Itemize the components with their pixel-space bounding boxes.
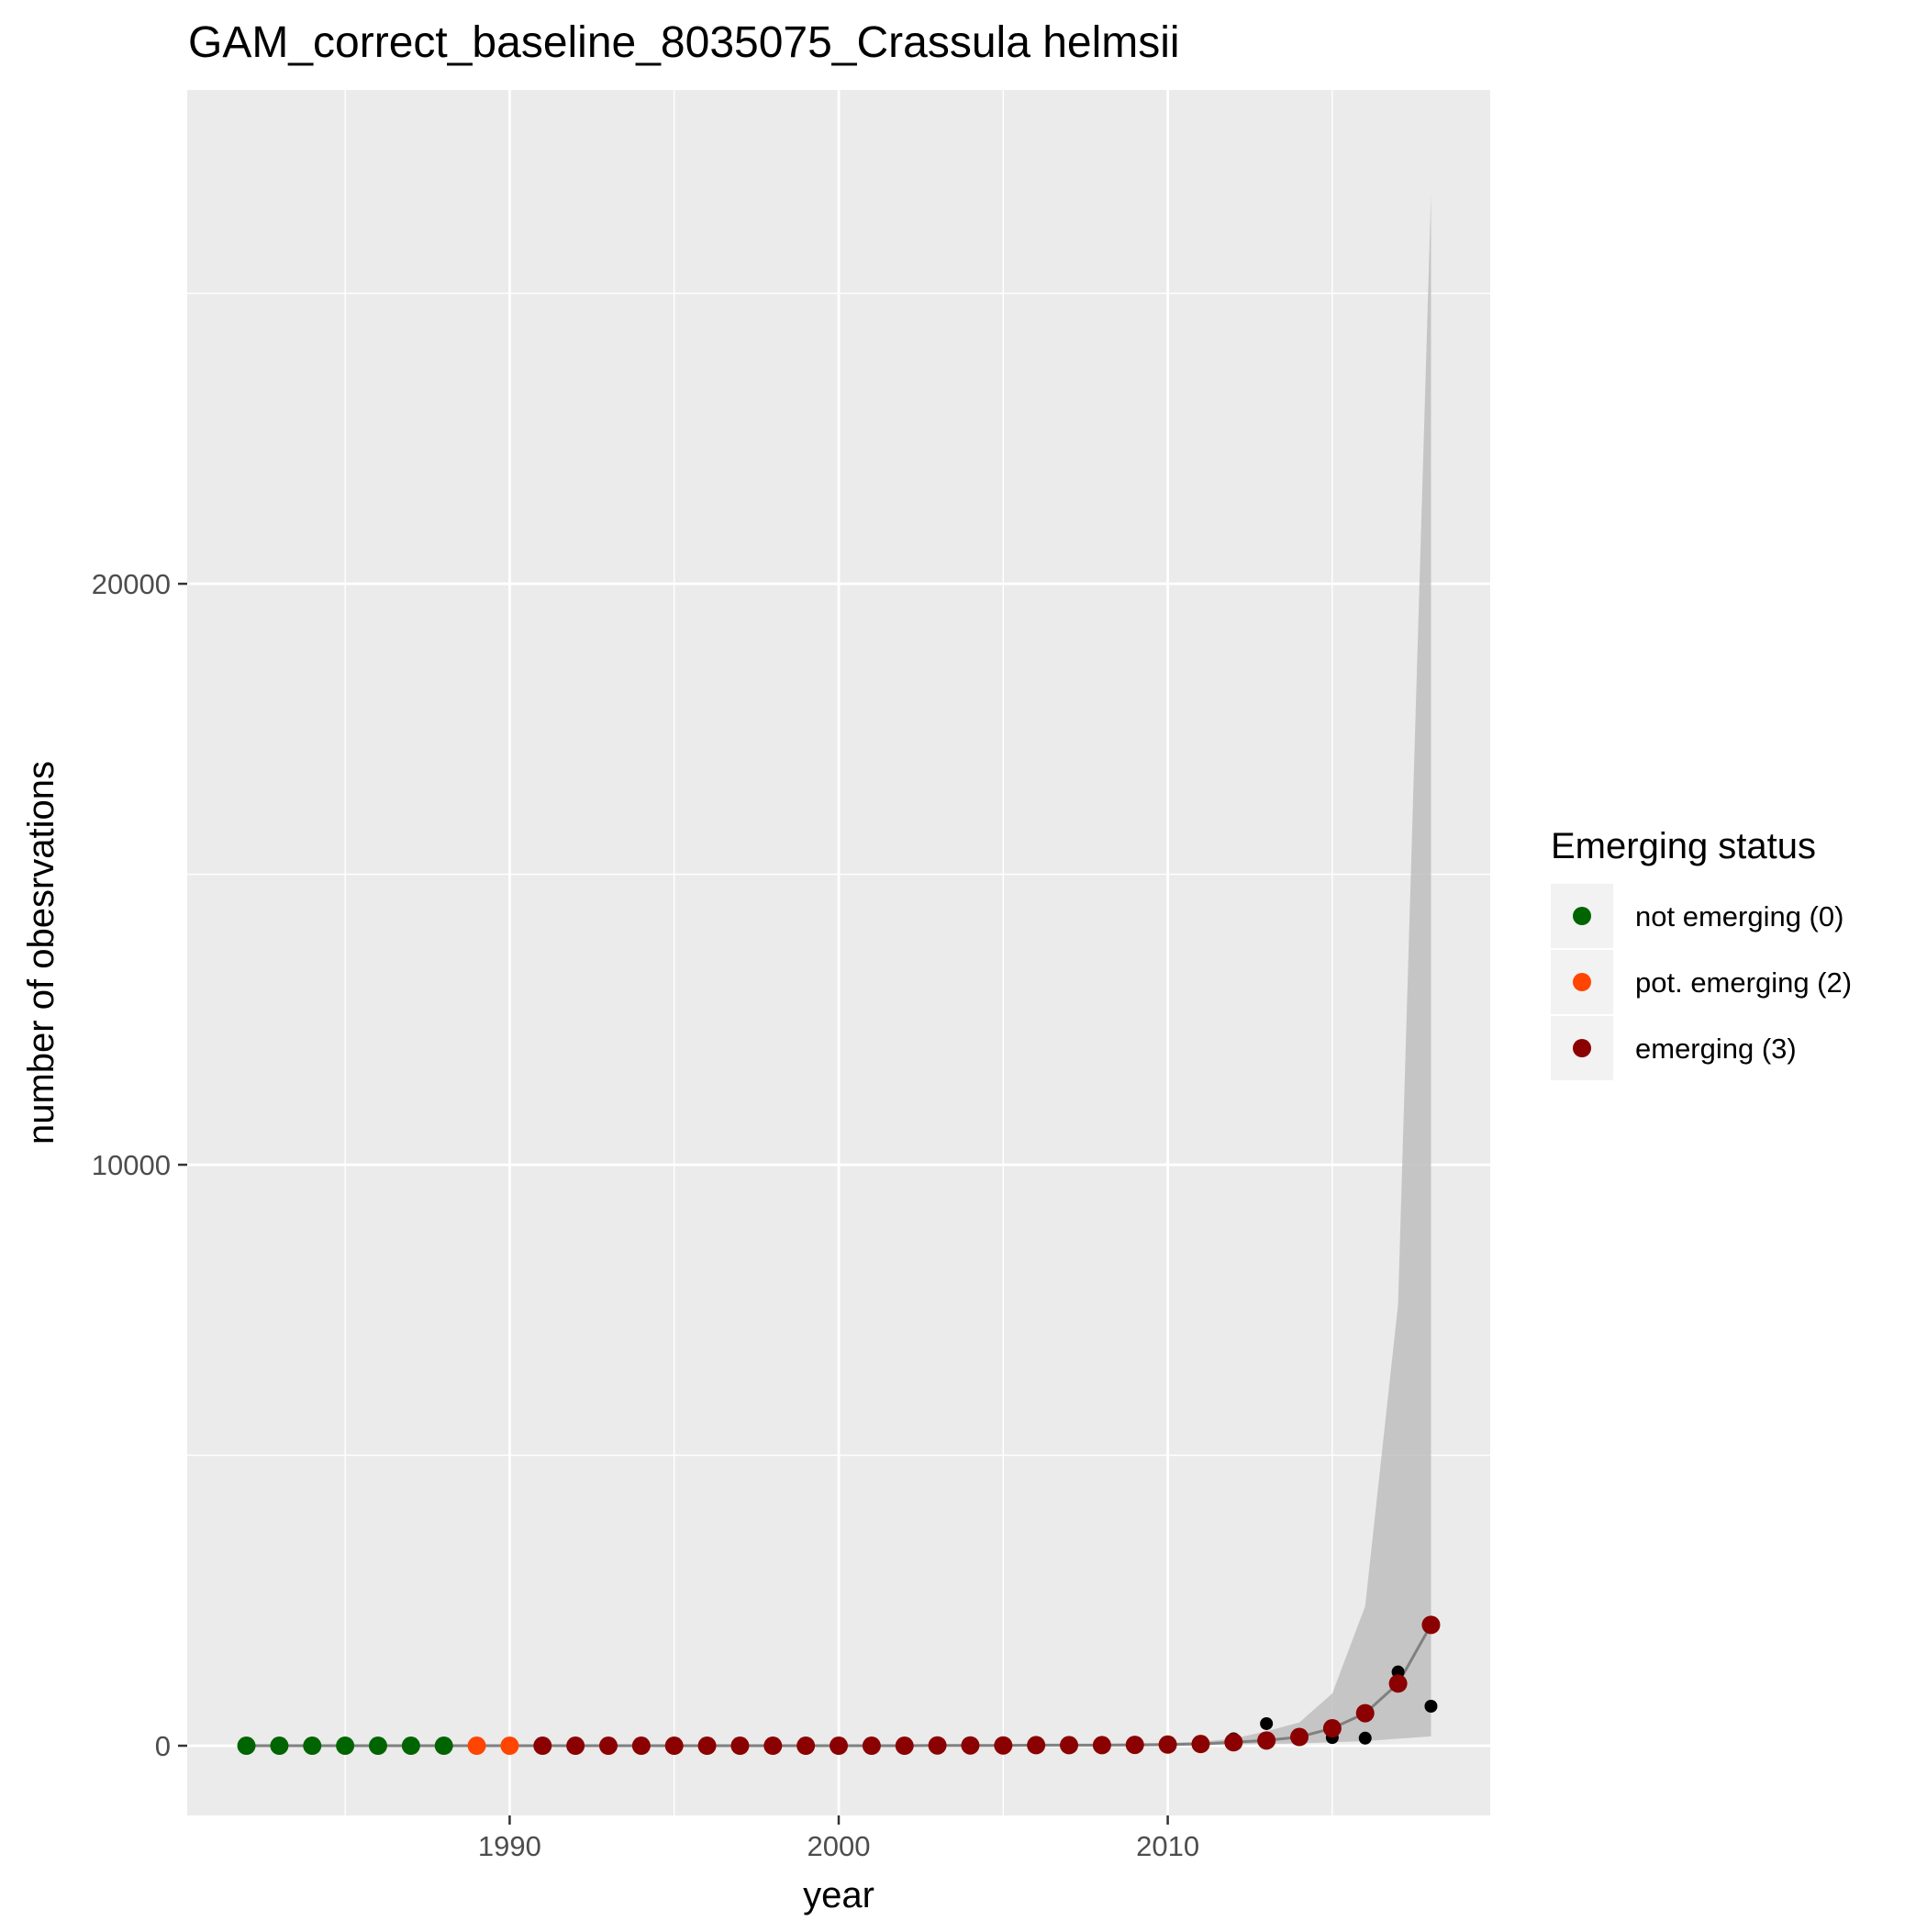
legend-label: not emerging (0) <box>1635 900 1843 932</box>
status-point <box>237 1737 256 1756</box>
status-point <box>1322 1719 1342 1738</box>
observed-point <box>1260 1716 1274 1730</box>
x-tick-label: 2010 <box>1136 1830 1199 1862</box>
y-tick-label: 0 <box>155 1730 171 1762</box>
status-point <box>1388 1674 1408 1693</box>
legend-swatch <box>1573 973 1591 991</box>
status-point <box>401 1737 420 1756</box>
legend-entries: not emerging (0) pot. emerging (2) emergin… <box>1551 884 1852 1080</box>
status-point <box>500 1737 519 1756</box>
status-point <box>961 1736 980 1755</box>
status-point <box>664 1737 684 1756</box>
status-point <box>434 1737 453 1756</box>
status-point <box>697 1737 717 1756</box>
status-point <box>1027 1736 1046 1755</box>
y-axis-title: number of obesrvations <box>21 761 61 1145</box>
y-axis: 0 10000 20000 <box>92 568 187 1762</box>
status-point <box>1125 1736 1144 1755</box>
status-point <box>862 1737 881 1756</box>
status-point <box>598 1737 618 1756</box>
legend-label: pot. emerging (2) <box>1635 966 1852 999</box>
status-point <box>1257 1731 1276 1750</box>
status-point <box>1290 1727 1309 1747</box>
x-axis-title: year <box>803 1875 874 1915</box>
legend: Emerging status not emerging (0) pot. eme… <box>1551 826 1852 1080</box>
status-point <box>763 1737 783 1756</box>
status-point <box>730 1737 750 1756</box>
status-point <box>533 1737 552 1756</box>
status-point <box>336 1737 355 1756</box>
status-point <box>1224 1733 1243 1752</box>
status-point <box>1092 1736 1111 1755</box>
status-point <box>830 1737 848 1756</box>
x-tick-label: 2000 <box>808 1830 871 1862</box>
status-point <box>1355 1703 1375 1723</box>
x-axis: 1990 2000 2010 <box>478 1815 1199 1862</box>
status-point <box>1060 1736 1079 1755</box>
chart-title: GAM_correct_baseline_8035075_Crassula he… <box>188 18 1180 67</box>
legend-label: emerging (3) <box>1635 1033 1797 1065</box>
status-point <box>1421 1615 1441 1635</box>
status-point <box>928 1736 947 1755</box>
status-point <box>796 1737 816 1756</box>
status-point <box>566 1737 585 1756</box>
status-points <box>237 1615 1441 1756</box>
observed-point <box>1424 1699 1438 1713</box>
legend-swatch <box>1573 1039 1591 1057</box>
y-tick-label: 10000 <box>92 1149 171 1181</box>
status-point <box>631 1737 651 1756</box>
x-tick-label: 1990 <box>478 1830 541 1862</box>
y-tick-label: 20000 <box>92 568 171 600</box>
legend-swatch <box>1573 907 1591 925</box>
observed-point <box>1358 1731 1372 1745</box>
status-point <box>368 1737 387 1756</box>
status-point <box>895 1737 914 1756</box>
status-point <box>270 1737 289 1756</box>
status-point <box>1158 1735 1177 1754</box>
status-point <box>467 1737 486 1756</box>
status-point <box>994 1736 1013 1755</box>
legend-title: Emerging status <box>1551 826 1816 866</box>
status-point <box>1191 1735 1210 1754</box>
status-point <box>303 1737 322 1756</box>
